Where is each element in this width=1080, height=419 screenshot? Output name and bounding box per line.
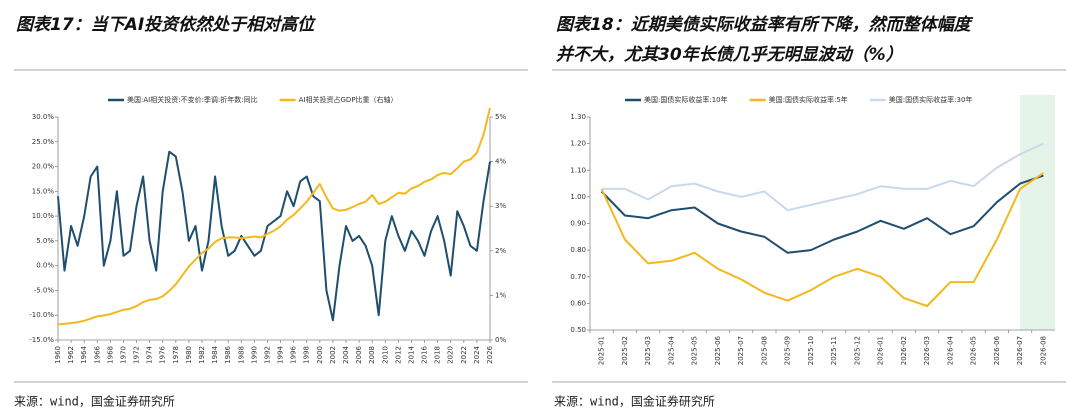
series-line: [600, 172, 1044, 307]
legend-label: AI相关投资占GDP比重（右轴）: [299, 95, 398, 104]
x-tick-label: 2025-11: [830, 336, 838, 365]
x-tick-label: 2026-02: [900, 336, 908, 365]
x-tick-label: 1972: [133, 346, 141, 364]
x-tick-label: 2018: [434, 346, 442, 364]
x-tick-label: 2025-02: [621, 336, 629, 365]
x-tick-label: 2020: [447, 346, 455, 364]
x-tick-label: 2025-04: [667, 335, 675, 365]
y-tick-label: 0.60: [570, 299, 586, 307]
y2-tick-label: 2%: [495, 247, 506, 255]
x-tick-label: 2026-05: [970, 336, 978, 365]
source: 来源：wind，国金证券研究所: [554, 394, 715, 409]
x-tick-label: 2026-01: [877, 336, 885, 365]
x-tick-label: 2022: [460, 346, 468, 364]
x-tick-label: 2026-08: [1039, 336, 1047, 365]
x-tick-label: 1982: [198, 346, 206, 364]
chart-title: 图表18：近期美债实际收益率有所下降，然而整体幅度: [556, 15, 974, 35]
y-tick-label: 30.0%: [32, 113, 55, 121]
y-tick-label: 1.00: [570, 193, 586, 201]
y-tick-label: 15.0%: [32, 187, 55, 195]
x-tick-label: 2026: [486, 345, 494, 363]
x-tick-label: 2016: [421, 345, 429, 363]
x-tick-label: 2012: [394, 346, 402, 364]
series-line: [57, 107, 491, 326]
series-line: [57, 150, 491, 322]
y-tick-label: 20.0%: [32, 163, 55, 171]
x-tick-label: 2025-03: [644, 336, 652, 365]
x-tick-label: 2025-07: [737, 336, 745, 365]
legend-label: 美国:AI相关投资:不变价:季调:折年数:同比: [127, 95, 258, 104]
x-tick-label: 1976: [159, 345, 167, 363]
x-tick-label: 2025-06: [714, 335, 722, 365]
x-tick-label: 1994: [277, 345, 285, 363]
x-tick-label: 1974: [146, 345, 154, 363]
x-tick-label: 1962: [67, 346, 75, 364]
x-tick-label: 1996: [290, 345, 298, 363]
x-tick-label: 2025-10: [807, 336, 815, 365]
x-tick-label: 2000: [316, 346, 324, 364]
y-tick-label: 0.80: [570, 246, 586, 254]
x-tick-label: 2025-09: [784, 336, 792, 365]
y-tick-label: -15.0%: [29, 336, 54, 344]
y2-tick-label: 5%: [495, 113, 506, 121]
x-tick-label: 2025-12: [853, 336, 861, 365]
y-tick-label: -5.0%: [34, 286, 55, 294]
x-tick-label: 2006: [355, 345, 363, 363]
x-tick-label: 2025-01: [598, 336, 606, 365]
y2-tick-label: 3%: [495, 202, 506, 210]
x-tick-label: 2026-03: [923, 336, 931, 365]
y-tick-label: 0.70: [570, 273, 586, 281]
series-line: [600, 174, 1044, 254]
x-tick-label: 1968: [106, 346, 114, 364]
y2-tick-label: 4%: [495, 158, 506, 166]
x-tick-label: 2025-05: [691, 336, 699, 365]
x-tick-label: 2026-07: [1016, 336, 1024, 365]
y-tick-label: 1.20: [570, 140, 586, 148]
x-tick-label: 1984: [211, 345, 219, 363]
x-tick-label: 2026-04: [946, 335, 954, 365]
x-tick-label: 1986: [224, 345, 232, 363]
chart-title: 并不大，尤其30年长债几乎无明显波动（%）: [556, 45, 903, 65]
x-tick-label: 2010: [381, 346, 389, 364]
legend-label: 美国:国债实际收益率:5年: [769, 95, 848, 104]
x-tick-label: 2008: [368, 346, 376, 364]
y2-tick-label: 1%: [495, 291, 506, 299]
x-tick-label: 2002: [329, 346, 337, 364]
x-tick-label: 1992: [263, 346, 271, 364]
chart-title: 图表17：当下AI投资依然处于相对高位: [16, 15, 316, 35]
x-tick-label: 2004: [342, 345, 350, 363]
legend-label: 美国:国债实际收益率:10年: [644, 95, 728, 104]
source: 来源：wind，国金证券研究所: [14, 394, 175, 409]
x-tick-label: 2024: [473, 345, 481, 363]
x-tick-label: 2025-08: [760, 336, 768, 365]
legend-label: 美国:国债实际收益率:30年: [889, 95, 973, 104]
y-tick-label: 0.50: [570, 326, 586, 334]
x-tick-label: 1978: [172, 346, 180, 364]
y-tick-label: 10.0%: [32, 212, 55, 220]
x-tick-label: 1998: [303, 346, 311, 364]
x-tick-label: 1964: [80, 345, 88, 363]
x-tick-label: 2014: [407, 345, 415, 363]
x-tick-label: 1966: [93, 345, 101, 363]
y-tick-label: 0.0%: [36, 262, 54, 270]
y-tick-label: 1.10: [570, 166, 586, 174]
y-tick-label: 5.0%: [36, 237, 54, 245]
x-tick-label: 1990: [250, 346, 258, 364]
y-tick-label: -10.0%: [29, 311, 54, 319]
x-tick-label: 1980: [185, 346, 193, 364]
y-tick-label: 25.0%: [32, 138, 55, 146]
y2-tick-label: 0%: [495, 336, 506, 344]
x-tick-label: 1960: [54, 346, 62, 364]
x-tick-label: 1970: [119, 346, 127, 364]
x-tick-label: 2026-06: [993, 335, 1001, 365]
highlight: [1020, 95, 1055, 330]
y-tick-label: 0.90: [570, 220, 586, 228]
x-tick-label: 1988: [237, 346, 245, 364]
series-line: [601, 142, 1044, 212]
y-tick-label: 1.30: [570, 113, 586, 121]
